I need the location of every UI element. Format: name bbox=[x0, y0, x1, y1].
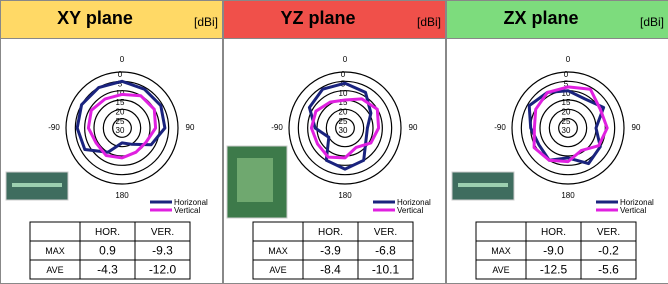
table-value: -9.0 bbox=[543, 244, 564, 258]
r-tick-label: 10 bbox=[339, 89, 348, 98]
table-header: HOR. bbox=[318, 227, 343, 238]
table-value: -4.3 bbox=[97, 263, 118, 277]
table-cell bbox=[253, 222, 303, 241]
r-tick-label: 25 bbox=[562, 117, 571, 126]
table-value: -6.8 bbox=[375, 244, 396, 258]
theta-tick-label: -90 bbox=[48, 123, 60, 132]
r-tick-label: 20 bbox=[339, 107, 348, 116]
legend-label: Vertical bbox=[620, 206, 646, 215]
table-value: -0.2 bbox=[598, 244, 619, 258]
table-header: VER. bbox=[374, 227, 397, 238]
device-photo-detail bbox=[458, 183, 508, 187]
theta-tick-label: 90 bbox=[186, 123, 195, 132]
theta-tick-label: 180 bbox=[561, 191, 575, 200]
theta-tick-label: 180 bbox=[338, 191, 352, 200]
table-value: -10.1 bbox=[372, 263, 400, 277]
table-header: VER. bbox=[597, 227, 620, 238]
theta-tick-label: 90 bbox=[409, 123, 418, 132]
table-row-label: MAX bbox=[268, 246, 288, 256]
r-tick-label: 25 bbox=[116, 117, 125, 126]
r-tick-label: 30 bbox=[339, 126, 348, 135]
table-row-label: MAX bbox=[45, 246, 65, 256]
table-row-label: AVE bbox=[46, 265, 63, 275]
device-photo-detail bbox=[12, 183, 62, 187]
table-value: -12.5 bbox=[540, 263, 568, 277]
panel-title: XY plane bbox=[57, 8, 133, 28]
table-value: -3.9 bbox=[320, 244, 341, 258]
unit-label: [dBi] bbox=[417, 15, 441, 29]
r-tick-label: 0 bbox=[564, 70, 569, 79]
table-header: VER. bbox=[151, 227, 174, 238]
table-value: -5.6 bbox=[598, 263, 619, 277]
theta-tick-label: 0 bbox=[566, 55, 571, 64]
r-tick-label: 30 bbox=[562, 126, 571, 135]
r-tick-label: 20 bbox=[562, 107, 571, 116]
r-tick-label: 0 bbox=[118, 70, 123, 79]
theta-tick-label: -90 bbox=[271, 123, 283, 132]
table-value: -12.0 bbox=[149, 263, 177, 277]
r-tick-label: 0 bbox=[341, 70, 346, 79]
table-value: -9.3 bbox=[152, 244, 173, 258]
unit-label: [dBi] bbox=[194, 15, 218, 29]
r-tick-label: 30 bbox=[116, 126, 125, 135]
device-photo-detail bbox=[237, 158, 273, 202]
legend-label: Vertical bbox=[174, 206, 200, 215]
theta-tick-label: 90 bbox=[632, 123, 641, 132]
table-row-label: AVE bbox=[492, 265, 509, 275]
table-row-label: MAX bbox=[491, 246, 511, 256]
unit-label: [dBi] bbox=[640, 15, 664, 29]
theta-tick-label: 180 bbox=[115, 191, 129, 200]
table-row-label: AVE bbox=[269, 265, 286, 275]
r-tick-label: 15 bbox=[116, 98, 125, 107]
panel-title: YZ plane bbox=[280, 8, 355, 28]
table-header: HOR. bbox=[541, 227, 566, 238]
table-cell bbox=[30, 222, 80, 241]
panel-title: ZX plane bbox=[503, 8, 578, 28]
r-tick-label: 15 bbox=[562, 98, 571, 107]
table-cell bbox=[476, 222, 526, 241]
theta-tick-label: 0 bbox=[120, 55, 125, 64]
table-header: HOR. bbox=[95, 227, 120, 238]
theta-tick-label: -90 bbox=[494, 123, 506, 132]
table-value: -8.4 bbox=[320, 263, 341, 277]
table-value: 0.9 bbox=[99, 244, 116, 258]
theta-tick-label: 0 bbox=[343, 55, 348, 64]
r-tick-label: 25 bbox=[339, 117, 348, 126]
r-tick-label: 20 bbox=[116, 107, 125, 116]
legend-label: Vertical bbox=[397, 206, 423, 215]
figure: XY plane[dBi]051015202530090180-90Horizo… bbox=[0, 0, 668, 284]
